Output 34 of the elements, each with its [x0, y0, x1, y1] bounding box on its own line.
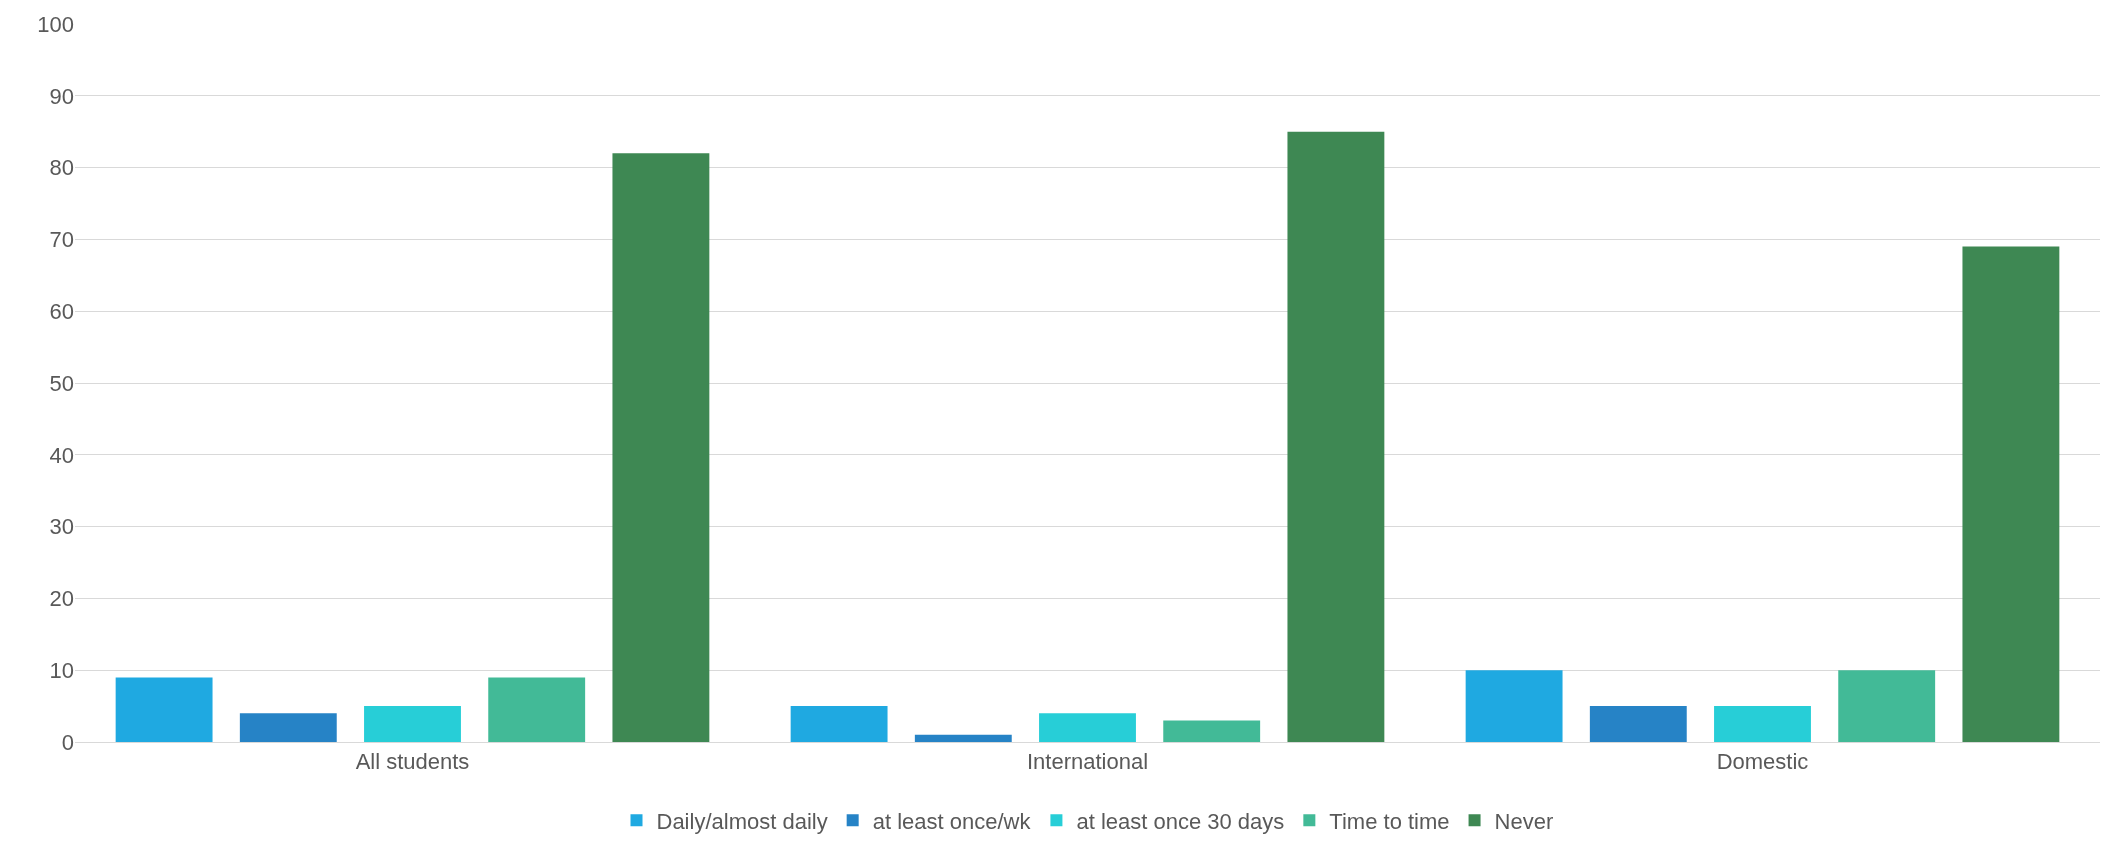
bar	[790, 706, 888, 742]
bar	[1838, 670, 1936, 742]
y-tick-label: 50	[49, 370, 74, 396]
bar	[914, 734, 1012, 742]
bar	[1163, 720, 1261, 742]
bar	[239, 713, 337, 742]
legend-label: at least once 30 days	[1076, 808, 1285, 834]
bar	[364, 706, 461, 742]
y-tick-label: 40	[49, 442, 74, 468]
bar	[1287, 131, 1385, 742]
y-tick-label: 20	[49, 586, 74, 612]
bar	[115, 677, 213, 742]
x-tick-label: Domestic	[1716, 749, 1809, 775]
y-tick-label: 30	[49, 514, 74, 540]
y-tick-label: 70	[49, 227, 74, 253]
y-tick-label: 90	[49, 83, 74, 109]
bar	[1714, 706, 1811, 742]
x-tick-label: All students	[355, 749, 470, 775]
legend-label: Daily/almost daily	[656, 808, 828, 834]
y-tick-label: 80	[49, 155, 74, 181]
y-tick-label: 10	[49, 657, 74, 683]
bar	[1962, 246, 2060, 742]
legend-label: Time to time	[1329, 808, 1450, 834]
bar	[488, 677, 586, 742]
bar	[1589, 706, 1687, 742]
bar	[1039, 713, 1136, 742]
bar	[612, 153, 710, 742]
x-tick-label: International	[1026, 749, 1149, 775]
y-tick-label: 0	[61, 729, 74, 755]
y-tick-label: 60	[49, 298, 74, 324]
legend-label: Never	[1494, 808, 1554, 834]
bar	[1465, 670, 1563, 742]
legend-label: at least once/wk	[872, 808, 1032, 834]
y-tick-label: 100	[37, 11, 74, 37]
